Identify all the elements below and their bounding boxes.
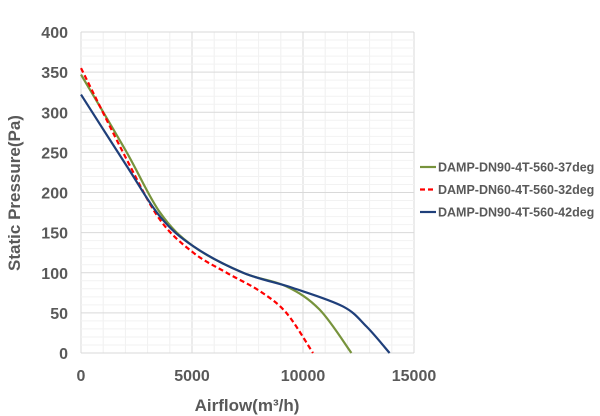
grid: [80, 31, 415, 354]
series-lines: [80, 67, 391, 354]
y-tick-label: 200: [41, 186, 68, 203]
legend: DAMP-DN90-4T-560-37deg DAMP-DN60-4T-560-3…: [420, 161, 594, 220]
y-tick-label: 100: [41, 266, 68, 283]
x-tick-label: 0: [77, 368, 86, 385]
y-tick-label: 150: [41, 226, 68, 243]
series-line: [80, 94, 391, 354]
legend-label: DAMP-DN60-4T-560-32deg: [438, 183, 594, 197]
series-line: [80, 73, 353, 354]
y-tick-label: 300: [41, 105, 68, 122]
x-tick-label: 15000: [392, 368, 437, 385]
y-axis-ticks: 0 50 100 150 200 250 300 350 400: [41, 25, 68, 363]
y-tick-label: 400: [41, 25, 68, 42]
y-axis-label: Static Pressure(Pa): [5, 115, 24, 271]
y-tick-label: 50: [50, 306, 68, 323]
y-tick-label: 250: [41, 145, 68, 162]
y-tick-label: 0: [59, 346, 68, 363]
legend-label: DAMP-DN90-4T-560-37deg: [438, 161, 594, 175]
x-axis-label: Airflow(m³/h): [195, 396, 300, 415]
series-line: [80, 67, 314, 354]
legend-label: DAMP-DN90-4T-560-42deg: [438, 206, 594, 220]
x-tick-label: 5000: [174, 368, 210, 385]
x-axis-ticks: 0 5000 10000 15000: [77, 368, 437, 385]
y-tick-label: 350: [41, 65, 68, 82]
x-tick-label: 10000: [281, 368, 326, 385]
